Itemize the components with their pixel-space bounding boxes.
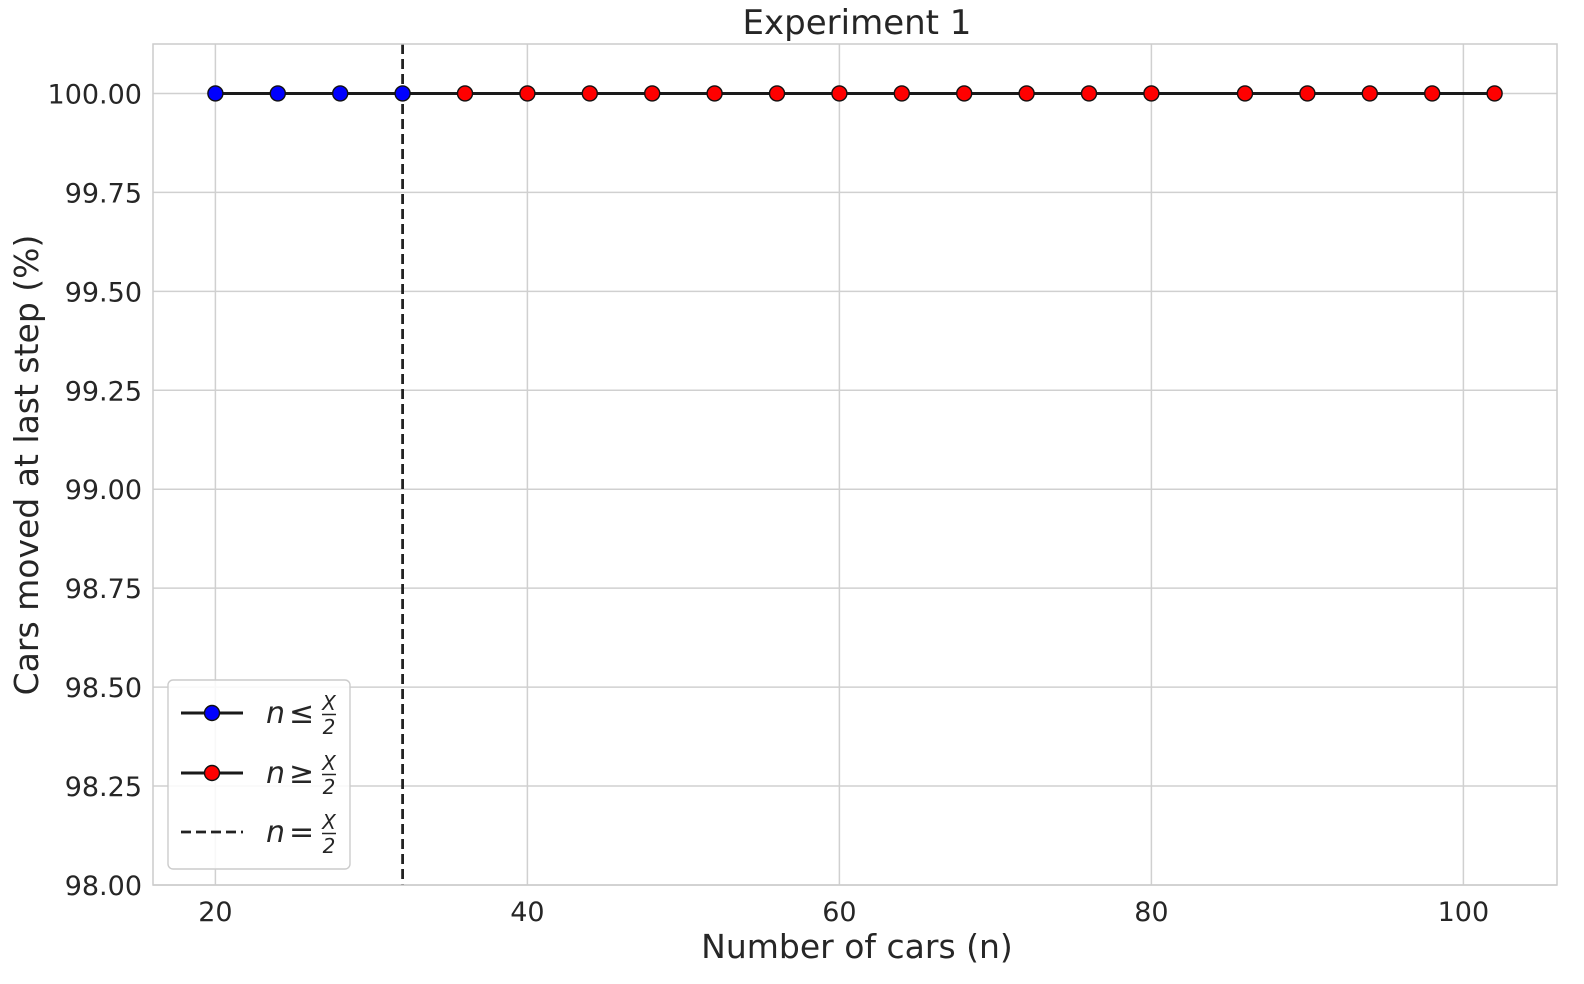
data-point-series-0: [269, 85, 286, 102]
x-tick-label: 40: [510, 897, 544, 928]
grid: [153, 44, 1557, 886]
data-point-series-1: [1423, 85, 1441, 102]
legend-frac-den: 2: [323, 834, 336, 858]
legend-frac-den: 2: [323, 775, 336, 799]
legend-var: n: [266, 696, 285, 731]
y-tick-label: 98.00: [65, 871, 142, 902]
y-tick-label: 98.75: [65, 574, 142, 605]
x-tick-label: 100: [1438, 897, 1490, 928]
legend-operator: =: [289, 815, 314, 850]
legend: n ≤ X2n ≥ X2n = X2: [167, 679, 351, 870]
legend-frame: [167, 679, 351, 870]
legend-frac-num: X: [321, 691, 337, 715]
legend-frac-num: X: [321, 810, 337, 834]
data-point-series-1: [644, 85, 661, 102]
legend-swatch-marker: [203, 704, 221, 722]
legend-frac-num: X: [321, 751, 337, 775]
data-point-series-0: [207, 85, 224, 102]
data-point-series-1: [456, 85, 474, 102]
data-point-series-1: [1361, 85, 1379, 102]
legend-var: n: [266, 756, 285, 791]
data-point-series-0: [332, 85, 349, 102]
data-point-series-1: [831, 85, 848, 102]
data-point-series-0: [394, 85, 411, 102]
data-point-series-1: [1080, 85, 1098, 102]
y-tick-label: 99.75: [65, 178, 142, 209]
legend-swatch-marker: [203, 764, 221, 782]
x-axis-ticks: 20 40 60 80 100: [198, 897, 1489, 928]
x-axis-label: Number of cars (n): [701, 927, 1013, 966]
y-tick-label: 98.25: [65, 772, 142, 803]
data-point-series-1: [956, 85, 973, 102]
data-point-series-1: [581, 85, 598, 102]
y-tick-label: 99.25: [65, 376, 142, 407]
x-tick-label: 80: [1134, 897, 1168, 928]
plot-frame: [152, 43, 1558, 886]
y-axis-ticks: 98.00 98.25 98.50 98.75 99.00 99.25 99.50 99.75…: [48, 79, 142, 902]
x-tick-label: 60: [822, 897, 856, 928]
y-tick-label: 99.50: [65, 277, 142, 308]
y-tick-label: 98.50: [65, 673, 142, 704]
y-tick-label: 100.00: [48, 79, 142, 110]
data-point-series-1: [706, 85, 723, 102]
legend-var: n: [266, 815, 285, 850]
data-point-series-1: [1236, 85, 1254, 102]
chart-title: Experiment 1: [743, 3, 972, 43]
data-point-series-1: [1299, 85, 1316, 102]
data-point-series-1: [1143, 85, 1160, 102]
data-point-series-1: [1486, 85, 1503, 102]
data-point-series-1: [1018, 85, 1035, 102]
legend-operator: ≤: [289, 696, 314, 731]
data-point-series-1: [893, 85, 910, 102]
legend-operator: ≥: [289, 756, 314, 791]
data-point-series-1: [519, 85, 536, 102]
x-tick-label: 20: [198, 897, 232, 928]
legend-frac-den: 2: [323, 715, 336, 739]
y-tick-label: 99.00: [65, 475, 142, 506]
series-markers: [207, 85, 1503, 102]
y-axis-label: Cars moved at last step (%): [7, 235, 46, 696]
data-point-series-1: [768, 85, 786, 102]
